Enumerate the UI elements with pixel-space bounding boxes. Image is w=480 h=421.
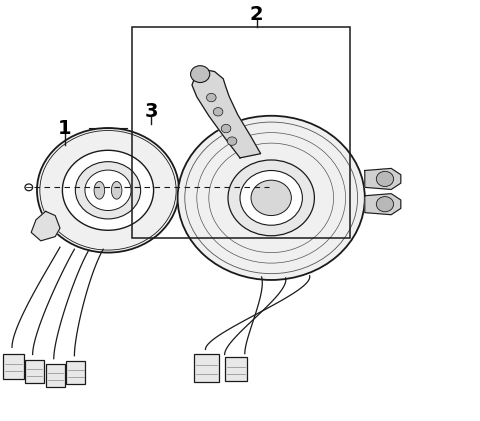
Circle shape xyxy=(221,124,231,133)
Circle shape xyxy=(376,171,394,187)
Bar xyxy=(66,361,85,384)
Circle shape xyxy=(37,128,179,253)
Circle shape xyxy=(206,93,216,102)
Bar xyxy=(132,27,350,238)
Circle shape xyxy=(376,197,394,212)
Circle shape xyxy=(240,171,302,225)
Text: 3: 3 xyxy=(144,102,158,121)
Polygon shape xyxy=(365,168,401,189)
Text: 1: 1 xyxy=(58,119,72,138)
Circle shape xyxy=(213,108,223,116)
Circle shape xyxy=(227,137,237,145)
Bar xyxy=(46,364,65,387)
Bar xyxy=(225,357,247,381)
Bar xyxy=(194,354,219,382)
Circle shape xyxy=(62,150,154,230)
Bar xyxy=(25,360,44,383)
Polygon shape xyxy=(31,211,60,241)
Circle shape xyxy=(178,116,365,280)
Polygon shape xyxy=(365,194,401,215)
Circle shape xyxy=(228,160,314,236)
Circle shape xyxy=(85,170,131,210)
Polygon shape xyxy=(192,69,261,158)
Circle shape xyxy=(251,180,291,216)
Text: 2: 2 xyxy=(250,5,264,24)
Ellipse shape xyxy=(94,181,105,199)
Circle shape xyxy=(75,162,141,219)
Ellipse shape xyxy=(111,181,122,199)
Bar xyxy=(3,354,24,379)
Circle shape xyxy=(191,66,210,83)
Circle shape xyxy=(25,184,33,191)
